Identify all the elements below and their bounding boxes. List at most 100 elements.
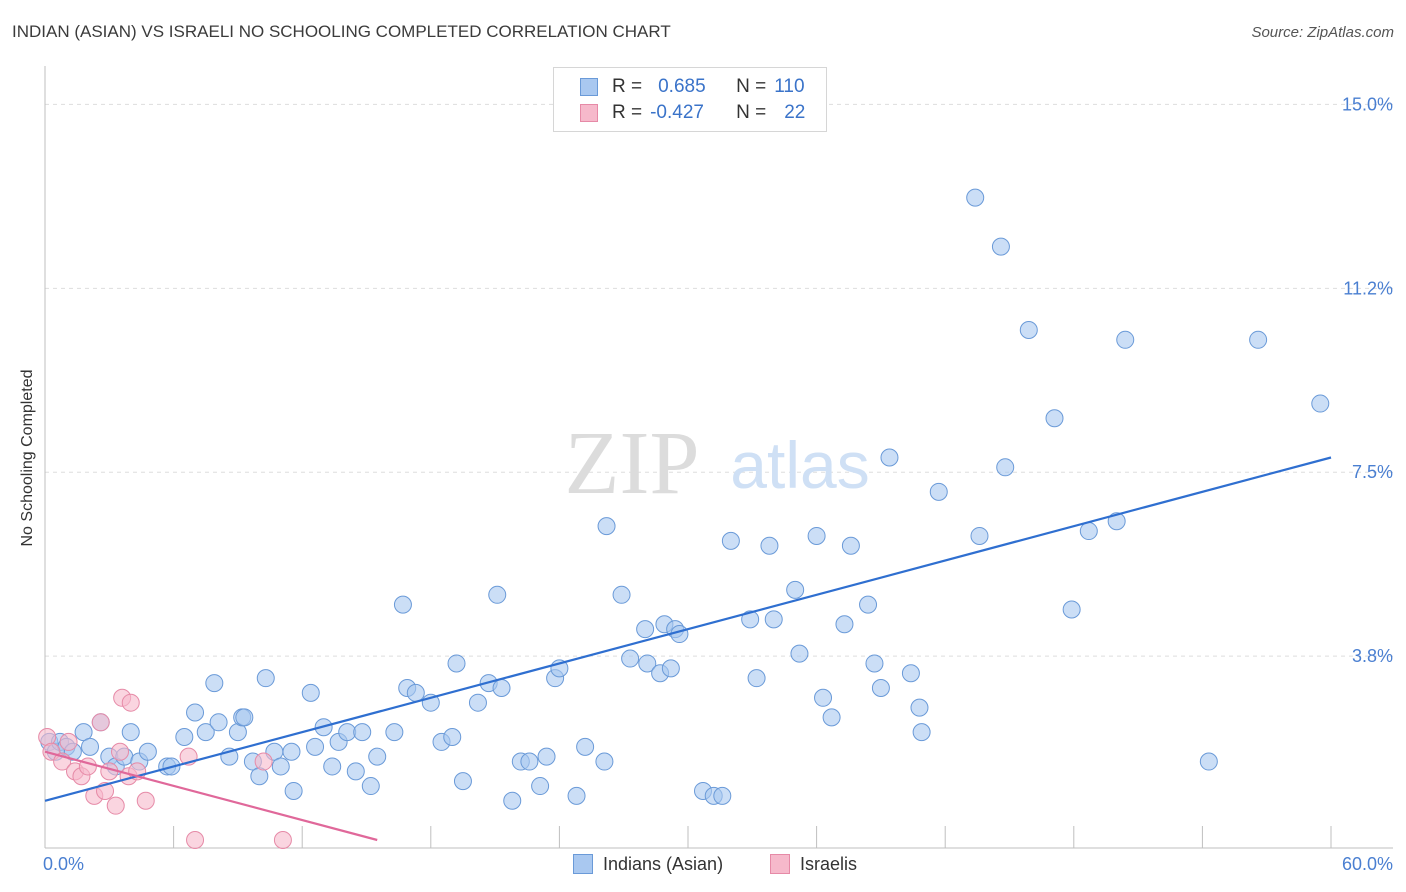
indian-point bbox=[859, 595, 878, 614]
indian-point bbox=[175, 728, 194, 747]
indian-point bbox=[721, 531, 740, 550]
israeli-point bbox=[254, 752, 273, 771]
indian-point bbox=[209, 713, 228, 732]
israeli-point bbox=[106, 796, 125, 815]
legend-r-label: R = bbox=[612, 102, 643, 123]
watermark-zip: ZIP bbox=[565, 414, 700, 513]
indian-point bbox=[138, 742, 157, 761]
indian-point bbox=[443, 728, 462, 747]
indian-point bbox=[121, 723, 140, 742]
indian-point bbox=[929, 482, 948, 501]
indian-point bbox=[205, 674, 224, 693]
bottom-legend-label-israelis: Israelis bbox=[800, 853, 858, 874]
indian-point bbox=[81, 737, 100, 756]
legend-n-value: 22 bbox=[784, 102, 806, 123]
indian-point bbox=[306, 737, 325, 756]
y-tick-label: 3.8% bbox=[1352, 646, 1393, 666]
bottom-legend-swatch-israelis bbox=[770, 854, 790, 874]
indian-point bbox=[406, 683, 425, 702]
israeli-trend-line bbox=[44, 750, 378, 842]
indian-point bbox=[871, 678, 890, 697]
indian-point bbox=[492, 678, 511, 697]
indian-point bbox=[576, 737, 595, 756]
indian-point bbox=[822, 708, 841, 727]
data-points bbox=[38, 188, 1330, 849]
indian-point bbox=[912, 723, 931, 742]
indian-point bbox=[901, 664, 920, 683]
indian-point bbox=[196, 723, 215, 742]
indian-point bbox=[323, 757, 342, 776]
x-tick-label-min: 0.0% bbox=[43, 854, 84, 874]
indian-point bbox=[393, 595, 412, 614]
indian-point bbox=[256, 669, 275, 688]
indian-point bbox=[235, 708, 254, 727]
indian-point bbox=[1249, 330, 1268, 349]
indian-point bbox=[301, 683, 320, 702]
legend-swatch-israelis bbox=[580, 104, 598, 122]
indian-point bbox=[638, 654, 657, 673]
indian-point bbox=[1045, 409, 1064, 428]
legend-n-label: N = bbox=[736, 102, 767, 123]
gridlines bbox=[45, 103, 1393, 657]
indian-point bbox=[612, 585, 631, 604]
israeli-point bbox=[186, 831, 205, 849]
indian-point bbox=[760, 536, 779, 555]
indian-point bbox=[338, 723, 357, 742]
indian-point bbox=[567, 786, 586, 805]
israeli-point bbox=[59, 732, 78, 751]
trend-lines bbox=[44, 456, 1332, 842]
indian-point bbox=[368, 747, 387, 766]
chart-title: INDIAN (ASIAN) VS ISRAELI NO SCHOOLING C… bbox=[12, 22, 671, 41]
indian-point bbox=[447, 654, 466, 673]
indian-point bbox=[453, 772, 472, 791]
indian-point bbox=[531, 777, 550, 796]
bottom-legend-swatch-indians bbox=[573, 854, 593, 874]
indian-point bbox=[537, 747, 556, 766]
legend-r-label: R = bbox=[612, 76, 643, 97]
tick-labels: 15.0% 11.2% 7.5% 3.8% 0.0% 60.0% bbox=[43, 94, 1393, 874]
indian-point bbox=[910, 698, 929, 717]
indian-point bbox=[621, 649, 640, 668]
indian-point bbox=[385, 723, 404, 742]
indian-point bbox=[741, 610, 760, 629]
stats-legend: R = 0.685 N = 110 R = -0.427 N = 22 bbox=[553, 67, 827, 132]
indian-point bbox=[520, 752, 539, 771]
bottom-legend-indians: Indians (Asian) bbox=[573, 852, 723, 876]
indian-point bbox=[271, 757, 290, 776]
indian-point bbox=[807, 526, 826, 545]
indian-point bbox=[1079, 522, 1098, 541]
y-tick-label: 11.2% bbox=[1343, 278, 1393, 298]
indian-point bbox=[503, 791, 522, 810]
indian-point bbox=[361, 777, 380, 796]
indian-point bbox=[1311, 394, 1330, 413]
indian-point bbox=[636, 620, 655, 639]
legend-n-label: N = bbox=[736, 76, 767, 97]
legend-swatch-indians bbox=[580, 78, 598, 96]
indian-point bbox=[661, 659, 680, 678]
indian-point bbox=[814, 688, 833, 707]
indian-point bbox=[747, 669, 766, 688]
indian-point bbox=[880, 448, 899, 467]
indian-point bbox=[970, 526, 989, 545]
indian-point bbox=[346, 762, 365, 781]
indian-point bbox=[595, 752, 614, 771]
source-note: Source: ZipAtlas.com bbox=[1251, 24, 1394, 41]
indian-point bbox=[282, 742, 301, 761]
indian-point bbox=[1199, 752, 1218, 771]
y-tick-label: 7.5% bbox=[1352, 462, 1393, 482]
indian-point bbox=[764, 610, 783, 629]
axes bbox=[44, 66, 1393, 849]
indian-point bbox=[996, 458, 1015, 477]
bottom-legend-israelis: Israelis bbox=[770, 852, 857, 876]
indian-point bbox=[597, 517, 616, 536]
israeli-point bbox=[91, 713, 110, 732]
y-tick-label: 15.0% bbox=[1342, 94, 1393, 114]
legend-n-value: 110 bbox=[774, 76, 805, 97]
indian-point bbox=[1107, 512, 1126, 531]
israeli-point bbox=[121, 693, 140, 712]
indian-point bbox=[284, 781, 303, 800]
indian-point bbox=[1019, 321, 1038, 339]
indian-point bbox=[865, 654, 884, 673]
legend-row-indians: R = 0.685 N = 110 bbox=[580, 75, 805, 99]
indian-point bbox=[186, 703, 205, 722]
